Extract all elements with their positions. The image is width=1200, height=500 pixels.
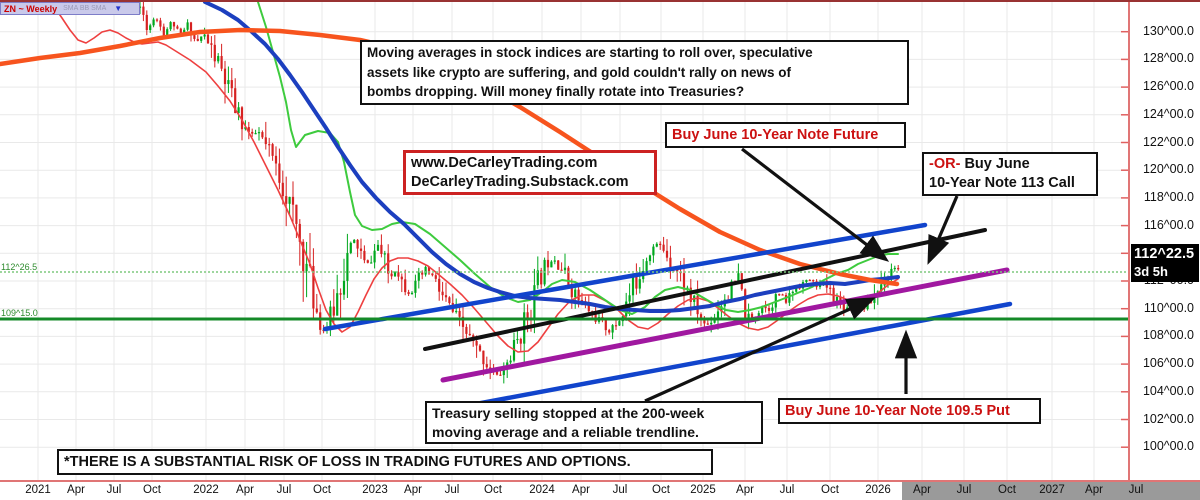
time-tick-label: Oct [484,484,502,496]
buy-put-text: Buy June 10-Year Note 109.5 Put [785,403,1010,419]
time-tick-label: 2022 [193,484,219,496]
treasury-line1: Treasury selling stopped at the 200-week [432,405,705,421]
time-tick-label: Apr [572,484,590,496]
time-tick-label: Apr [404,484,422,496]
time-tick-label: Oct [652,484,670,496]
decarley-watermark[interactable]: www.DeCarleyTrading.com DeCarleyTrading.… [403,150,657,195]
time-axis[interactable] [0,482,1200,500]
time-tick-label: 2025 [690,484,716,496]
treasury-arrow [644,297,876,403]
main-black-trendline [423,228,987,351]
hline-lower-label: 109^15.0 [1,308,38,318]
or-call-line1: Buy June [960,156,1030,172]
time-tick-label: Apr [1085,484,1103,496]
buy-future-callout[interactable]: Buy June 10-Year Note Future [665,122,906,148]
price-tick-label: 100^00.0 [1142,439,1194,454]
bar-countdown: 3d 5h [1134,264,1168,279]
time-tick-label: 2023 [362,484,388,496]
time-tick-label: 2026 [865,484,891,496]
price-tick-label: 102^00.0 [1142,411,1194,426]
or-prefix: -OR- [929,156,961,172]
time-tick-label: Oct [998,484,1016,496]
or-call-callout[interactable]: -OR- Buy June 10-Year Note 113 Call [922,152,1098,196]
decarley-url: www.DeCarleyTrading.com [411,155,598,171]
price-tick-label: 130^00.0 [1142,23,1194,38]
price-tick-label: 122^00.0 [1142,134,1194,149]
time-tick-label: Jul [956,484,972,496]
price-axis-separator [1128,2,1130,482]
studies-label: SMA BB SMA [63,5,107,12]
time-tick-label: 2021 [25,484,51,496]
time-tick-label: Jul [1128,484,1144,496]
time-axis-separator [0,480,1200,482]
chevron-down-icon[interactable]: ▼ [114,4,123,13]
commentary-line: bombs dropping. Will money finally rotat… [367,84,745,99]
time-tick-label: Oct [821,484,839,496]
price-tick-label: 104^00.0 [1142,383,1194,398]
price-tick-label: 120^00.0 [1142,162,1194,177]
buy-future-text: Buy June 10-Year Note Future [672,127,879,143]
treasury-note[interactable]: Treasury selling stopped at the 200-week… [425,401,763,444]
price-tick-label: 124^00.0 [1142,106,1194,121]
risk-disclaimer: *THERE IS A SUBSTANTIAL RISK OF LOSS IN … [57,449,713,475]
time-tick-label: Apr [913,484,931,496]
commentary-line: Moving averages in stock indices are sta… [367,45,813,60]
channel-lower-blue [457,301,1013,410]
time-tick-label: 2027 [1039,484,1065,496]
channel-upper-blue [322,222,928,332]
last-price-value: 112^22.5 [1134,246,1195,262]
symbol-label: ZN ~ Weekly [4,3,58,14]
price-tick-label: 116^00.0 [1143,217,1194,232]
time-tick-label: Oct [313,484,331,496]
time-tick-label: Jul [612,484,628,496]
time-tick-label: Jul [779,484,795,496]
time-tick-label: Jul [444,484,460,496]
future-zone-shading [902,482,1200,500]
mid-channel-purple [440,267,1010,383]
time-tick-label: 2024 [529,484,555,496]
last-price-badge: 112^22.5 3d 5h [1131,244,1199,282]
time-tick-label: Apr [236,484,254,496]
price-tick-label: 106^00.0 [1142,356,1194,371]
or-call-line2: 10-Year Note 113 Call [929,175,1075,191]
time-tick-label: Jul [106,484,122,496]
time-tick-label: Jul [276,484,292,496]
price-tick-label: 110^00.0 [1143,300,1194,315]
commentary-note[interactable]: Moving averages in stock indices are sta… [360,40,909,105]
price-tick-label: 118^00.0 [1143,189,1194,204]
price-tick-label: 128^00.0 [1142,51,1194,66]
or-call-arrow [927,195,959,265]
price-tick-label: 126^00.0 [1142,79,1194,94]
hline-upper-label: 112^26.5 [1,262,38,272]
decarley-substack-url: DeCarleyTrading.Substack.com [411,173,629,190]
buy-future-arrow [741,147,890,262]
price-tick-label: 108^00.0 [1142,328,1194,343]
symbol-toolbar[interactable]: ZN ~ Weekly SMA BB SMA ▼ [0,2,140,15]
time-tick-label: Oct [143,484,161,496]
treasury-line2: moving average and a reliable trendline. [432,423,699,440]
time-tick-label: Apr [67,484,85,496]
buy-put-callout[interactable]: Buy June 10-Year Note 109.5 Put [778,398,1041,424]
commentary-line: assets like crypto are suffering, and go… [367,64,792,80]
time-tick-label: Apr [736,484,754,496]
